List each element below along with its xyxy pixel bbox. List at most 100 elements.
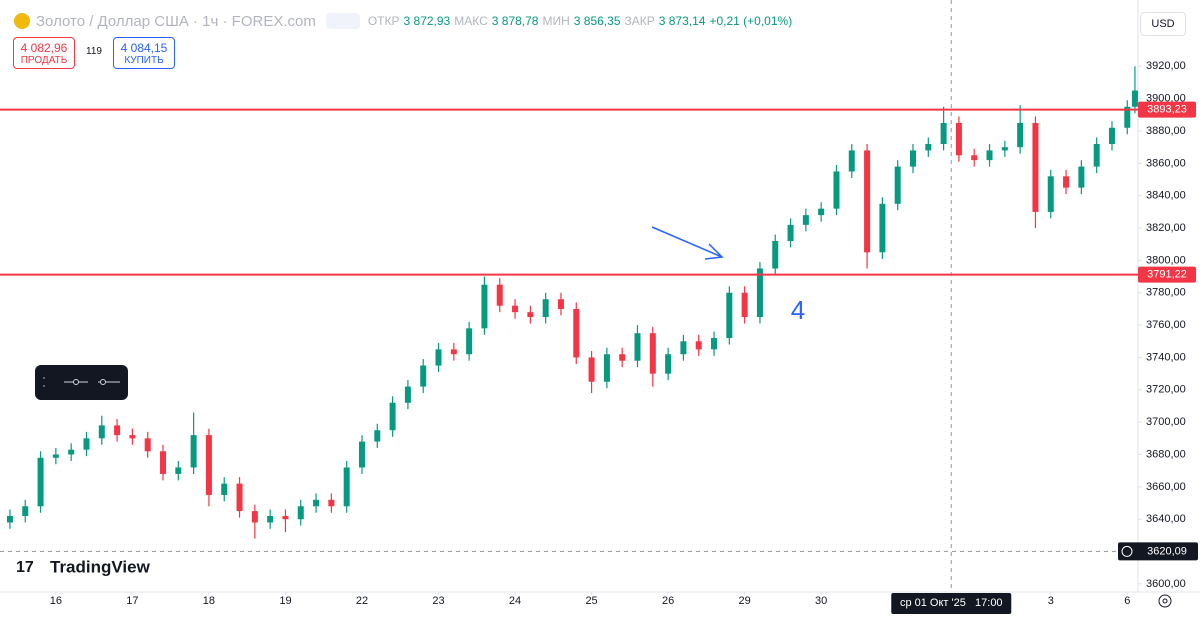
candle-body [1017, 122, 1024, 148]
level-label: 3893,23 [1147, 104, 1187, 116]
y-tick-label: 3840,00 [1146, 190, 1186, 202]
candle-body [527, 312, 534, 318]
candle-body [129, 435, 136, 439]
candle-body [496, 284, 503, 306]
candle-body [787, 224, 794, 242]
candle-body [603, 354, 610, 382]
candle-body [971, 155, 978, 161]
x-tick-label: 18 [203, 595, 215, 607]
settings-icon[interactable] [1158, 594, 1172, 608]
candle-body [68, 449, 75, 455]
candle-body [557, 299, 564, 309]
candle-body [879, 203, 886, 253]
y-tick-label: 3780,00 [1146, 287, 1186, 299]
candle-body [98, 425, 105, 439]
y-tick-label: 3700,00 [1146, 416, 1186, 428]
candle-body [910, 150, 917, 167]
candle-body [481, 284, 488, 329]
tool-point [100, 379, 106, 385]
ohlc-value: 3 873,14 [658, 14, 706, 28]
x-tick-label: 24 [509, 595, 521, 607]
candle-body [1032, 122, 1039, 212]
ohlc-key: МИН [542, 14, 570, 28]
symbol-logo [14, 13, 30, 29]
grip [43, 377, 45, 379]
crosshair-plus [1121, 545, 1133, 557]
candle-body [955, 122, 962, 156]
candle-body [282, 515, 289, 520]
candle-body [160, 451, 167, 474]
candle-body [512, 305, 519, 313]
buy-price: 4 084,15 [120, 40, 168, 55]
candle-body [665, 354, 672, 374]
x-tick-label: 22 [356, 595, 368, 607]
candle-body [83, 438, 90, 450]
candle-body [358, 441, 365, 468]
ohlc-key: ОТКР [367, 14, 400, 28]
candle-body [1078, 166, 1085, 188]
candle-body [1131, 90, 1138, 107]
symbol-name[interactable]: Золото / Доллар США · 1ч · FOREX.com [36, 12, 316, 30]
y-tick-label: 3720,00 [1146, 384, 1186, 396]
candle-body [328, 499, 335, 507]
candle-body [221, 483, 228, 495]
y-tick-label: 3660,00 [1146, 481, 1186, 493]
candle-body [251, 511, 258, 523]
candle-body [267, 515, 274, 523]
x-tick-label: 3 [1048, 595, 1054, 607]
currency-button[interactable]: USD [1140, 12, 1186, 36]
y-tick-label: 3760,00 [1146, 319, 1186, 331]
candle-body [711, 338, 718, 350]
y-tick-label: 3640,00 [1146, 513, 1186, 525]
candle-body [236, 483, 243, 512]
level-label-bg [1138, 266, 1196, 283]
candle-body [818, 208, 825, 216]
y-tick-label: 3920,00 [1146, 60, 1186, 72]
candle-body [634, 333, 641, 361]
buy-label: КУПИТЬ [124, 54, 164, 66]
candle-body [680, 341, 687, 355]
candle-body [435, 349, 442, 366]
candle-body [297, 506, 304, 520]
candle-body [450, 349, 457, 355]
candle-body [802, 215, 809, 225]
x-tick-label: 19 [279, 595, 291, 607]
x-tick-label: 26 [662, 595, 674, 607]
arrow-shaft [651, 226, 723, 258]
legend-toggle[interactable] [325, 13, 360, 29]
candle-body [205, 435, 212, 495]
brand-mark: 17 [16, 559, 34, 576]
ohlc-values: ОТКР 3 872,93 МАКС 3 878,78 МИН 3 856,35 ЗАКР 3… [368, 14, 792, 28]
ohlc-key: ЗАКР [624, 14, 655, 28]
x-tick-label: 29 [739, 595, 751, 607]
crosshair-price-label: 3620,09 [1147, 545, 1187, 557]
candle-body [175, 467, 182, 474]
symbol-legend: Золото / Доллар США · 1ч · FOREX.com ОТК… [14, 8, 792, 34]
candle-body [22, 506, 29, 516]
candle-body [833, 171, 840, 209]
candle-body [1093, 143, 1100, 167]
candle-body [542, 299, 549, 318]
buy-button[interactable]: 4 084,15 КУПИТЬ [113, 37, 175, 69]
candle-body [1047, 176, 1054, 212]
ohlc-value: 3 856,35 [573, 14, 621, 28]
candle-body [1001, 147, 1008, 151]
candle-body [588, 357, 595, 382]
candle-body [756, 268, 763, 318]
ohlc-value: 3 872,93 [403, 14, 451, 28]
x-tick-label: 17 [126, 595, 138, 607]
x-tick-label: 25 [585, 595, 597, 607]
y-tick-label: 3820,00 [1146, 222, 1186, 234]
candle-body [772, 241, 779, 269]
level-label: 3791,22 [1147, 269, 1187, 281]
x-tick-label: 30 [815, 595, 827, 607]
crosshair-time-bg [891, 593, 1012, 614]
sell-button[interactable]: 4 082,96 ПРОДАТЬ [13, 37, 75, 69]
candle-body [52, 454, 59, 458]
candle-body [6, 515, 13, 523]
crosshair-time-label: ср 01 Окт '25 17:00 [900, 597, 1003, 609]
candle-body [144, 438, 151, 452]
candle-body [343, 467, 350, 507]
